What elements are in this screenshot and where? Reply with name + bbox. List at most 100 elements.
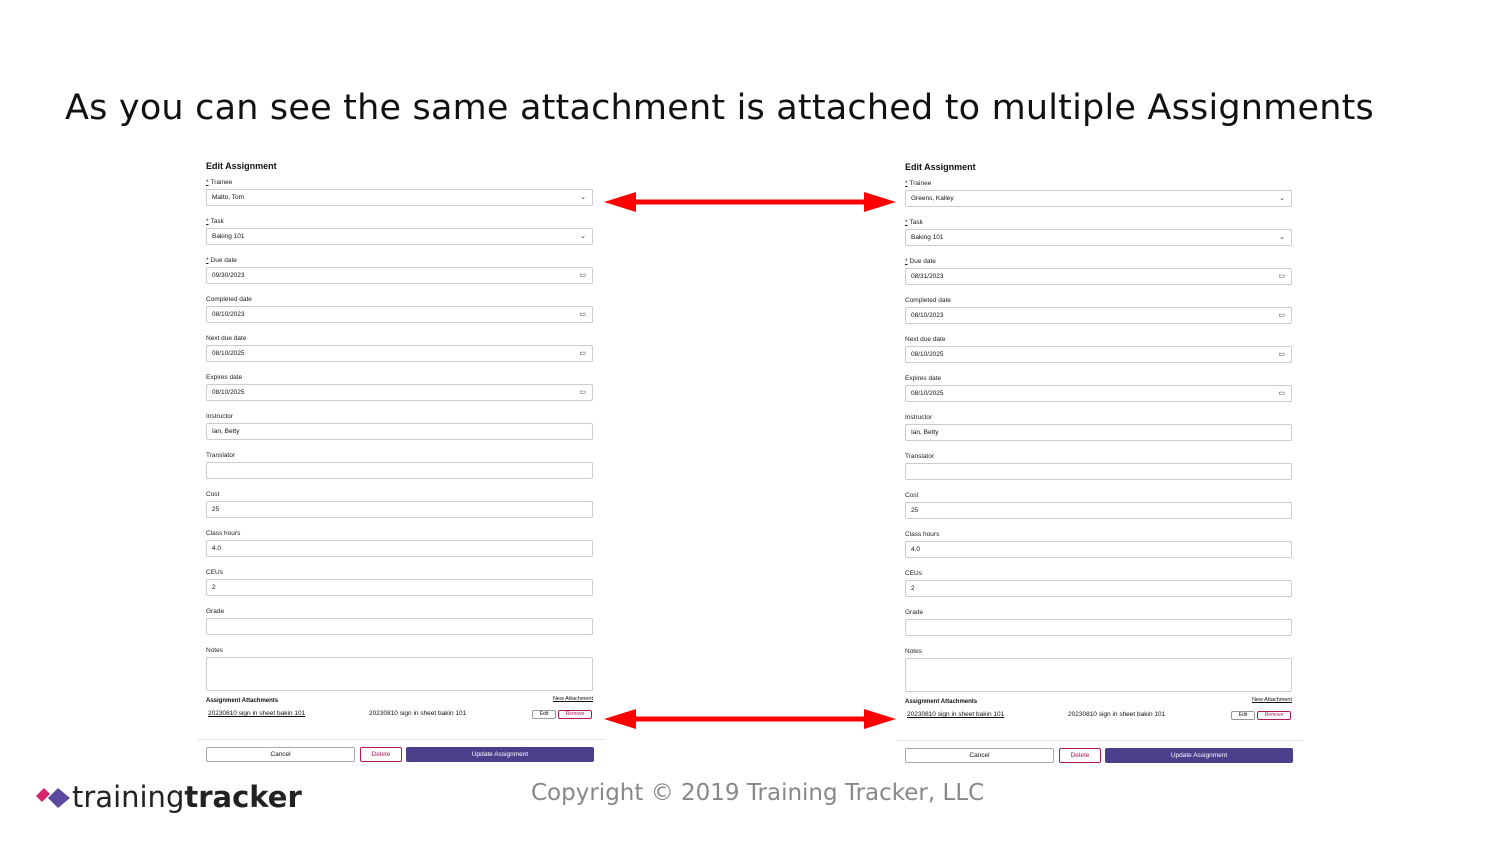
form-field: * Due date 08/31/2023 ▭ xyxy=(905,256,1292,285)
field-input[interactable] xyxy=(206,462,593,479)
required-mark: * xyxy=(206,257,209,264)
field-value: Baking 101 xyxy=(212,233,245,240)
calendar-icon: ▭ xyxy=(1278,273,1285,280)
field-label: Completed date xyxy=(206,294,593,306)
form-field: Instructor Ian, Betty xyxy=(206,411,593,440)
field-input[interactable]: 08/10/2023 ▭ xyxy=(206,306,593,323)
field-label: Class hours xyxy=(905,529,1292,541)
field-input[interactable]: 08/10/2025 ▭ xyxy=(206,384,593,401)
field-input[interactable]: Greens, Kalley ⌄ xyxy=(905,190,1292,207)
field-input[interactable] xyxy=(206,657,593,691)
new-attachment-link[interactable]: New Attachment xyxy=(1251,697,1292,703)
label-text: Grade xyxy=(206,608,225,615)
field-input[interactable]: 4.0 xyxy=(905,541,1292,558)
field-input[interactable]: 25 xyxy=(905,502,1292,519)
field-input[interactable]: Ian, Betty xyxy=(206,423,593,440)
field-input[interactable]: 08/10/2023 ▭ xyxy=(905,307,1292,324)
remove-button[interactable]: Remove xyxy=(558,710,592,719)
form-field: Expires date 08/10/2025 ▭ xyxy=(905,373,1292,402)
calendar-icon: ▭ xyxy=(1278,390,1285,397)
attachments-heading: Assignment Attachments xyxy=(905,699,978,705)
field-label: Grade xyxy=(206,606,593,618)
label-text: Due date xyxy=(909,258,936,265)
form-field: Expires date 08/10/2025 ▭ xyxy=(206,372,593,401)
field-label: Cost xyxy=(206,489,593,501)
field-input[interactable] xyxy=(905,463,1292,480)
field-input[interactable] xyxy=(905,619,1292,636)
attachments: Assignment Attachments New Attachment 2023… xyxy=(206,696,593,728)
form-field: Grade xyxy=(206,606,593,635)
field-label: Translator xyxy=(206,450,593,462)
form-field: * Task Baking 101 ⌄ xyxy=(206,216,593,245)
calendar-icon: ▭ xyxy=(579,389,586,396)
attachment-link[interactable]: 20230810 sign in sheet bakin 101 xyxy=(208,710,306,717)
field-input[interactable]: 4.0 xyxy=(206,540,593,557)
submit-button[interactable]: Update Assignment xyxy=(406,747,594,762)
form-field: Notes xyxy=(206,645,593,691)
delete-button[interactable]: Delete xyxy=(360,747,402,762)
field-input[interactable] xyxy=(905,658,1292,692)
attachments: Assignment Attachments New Attachment 2023… xyxy=(905,697,1292,729)
field-label: Expires date xyxy=(206,372,593,384)
chevron-icon: ⌄ xyxy=(580,194,586,201)
form-field: Completed date 08/10/2023 ▭ xyxy=(905,295,1292,324)
field-input[interactable]: Baking 101 ⌄ xyxy=(206,228,593,245)
field-input[interactable]: 2 xyxy=(206,579,593,596)
form-field: Class hours 4.0 xyxy=(206,528,593,557)
field-label: Class hours xyxy=(206,528,593,540)
field-value: 09/30/2023 xyxy=(212,272,245,279)
field-label: Next due date xyxy=(905,334,1292,346)
field-input[interactable]: 08/10/2025 ▭ xyxy=(905,346,1292,363)
required-mark: * xyxy=(206,179,209,186)
field-value: 25 xyxy=(911,507,919,514)
edit-button[interactable]: Edit xyxy=(532,710,556,719)
field-input[interactable]: 08/31/2023 ▭ xyxy=(905,268,1292,285)
field-input[interactable]: 08/10/2025 ▭ xyxy=(206,345,593,362)
form-field: Notes xyxy=(905,646,1292,692)
field-value: 08/10/2023 xyxy=(212,311,245,318)
label-text: Translator xyxy=(206,452,236,459)
field-input[interactable]: 25 xyxy=(206,501,593,518)
label-text: Completed date xyxy=(206,296,252,303)
slide-title: As you can see the same attachment is at… xyxy=(65,88,1374,128)
field-value: 08/10/2025 xyxy=(212,389,245,396)
label-text: Cost xyxy=(905,492,919,499)
field-value: 08/10/2025 xyxy=(911,351,944,358)
field-input[interactable] xyxy=(206,618,593,635)
cancel-button[interactable]: Cancel xyxy=(206,747,355,762)
calendar-icon: ▭ xyxy=(579,350,586,357)
field-input[interactable]: 2 xyxy=(905,580,1292,597)
label-text: Notes xyxy=(905,648,922,655)
field-input[interactable]: 08/10/2025 ▭ xyxy=(905,385,1292,402)
form-heading: Edit Assignment xyxy=(905,162,976,172)
field-value: 08/31/2023 xyxy=(911,273,944,280)
edit-button[interactable]: Edit xyxy=(1231,711,1255,720)
field-label: CEUs xyxy=(206,567,593,579)
label-text: Instructor xyxy=(905,414,933,421)
field-input[interactable]: Matto, Tom ⌄ xyxy=(206,189,593,206)
field-label: Cost xyxy=(905,490,1292,502)
delete-button[interactable]: Delete xyxy=(1059,748,1101,763)
arrow-head xyxy=(864,709,896,729)
copyright: Copyright © 2019 Training Tracker, LLC xyxy=(531,780,985,806)
form-field: Next due date 08/10/2025 ▭ xyxy=(905,334,1292,363)
arrow-head xyxy=(604,709,636,729)
field-value: Baking 101 xyxy=(911,234,944,241)
remove-button[interactable]: Remove xyxy=(1257,711,1291,720)
field-input[interactable]: 09/30/2023 ▭ xyxy=(206,267,593,284)
submit-button[interactable]: Update Assignment xyxy=(1105,748,1293,763)
attachments-heading: Assignment Attachments xyxy=(206,698,279,704)
required-mark: * xyxy=(905,180,908,187)
field-label: * Trainee xyxy=(905,178,1292,190)
attachment-link[interactable]: 20230810 sign in sheet bakin 101 xyxy=(907,711,1005,718)
field-label: * Task xyxy=(206,216,593,228)
field-label: Next due date xyxy=(206,333,593,345)
field-input[interactable]: Baking 101 ⌄ xyxy=(905,229,1292,246)
field-input[interactable]: Ian, Betty xyxy=(905,424,1292,441)
cancel-button[interactable]: Cancel xyxy=(905,748,1054,763)
new-attachment-link[interactable]: New Attachment xyxy=(552,696,593,702)
field-value: Greens, Kalley xyxy=(911,195,954,202)
label-text: CEUs xyxy=(905,570,922,577)
label-text: Completed date xyxy=(905,297,951,304)
